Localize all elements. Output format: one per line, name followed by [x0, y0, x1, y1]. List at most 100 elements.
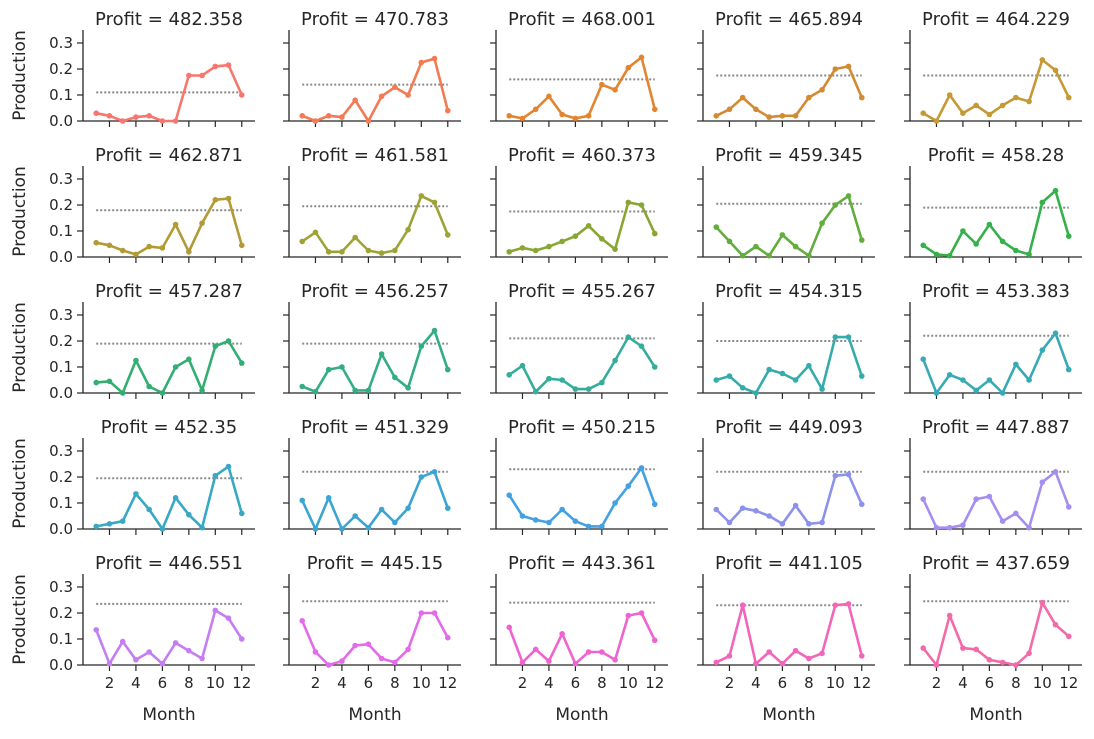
facet-panel-15: Profit = 453.383	[904, 281, 1082, 399]
x-tick-label: 8	[184, 674, 194, 692]
data-point	[133, 491, 139, 497]
data-point	[238, 92, 245, 98]
data-point	[612, 246, 618, 252]
data-point	[418, 610, 425, 616]
data-point	[946, 252, 953, 259]
facet-panel-7: Profit = 461.581	[283, 145, 461, 263]
data-point	[973, 496, 979, 502]
x-tick-label: 2	[518, 674, 528, 692]
data-point	[365, 524, 372, 531]
x-tick-label: 12	[1059, 674, 1078, 692]
series-line	[714, 65, 864, 119]
x-tick-label: 6	[364, 674, 374, 692]
data-point	[225, 338, 232, 344]
data-point	[946, 372, 953, 378]
data-point	[444, 107, 451, 114]
data-point	[651, 501, 658, 508]
data-point	[599, 523, 605, 530]
facet-panel-18: Profit = 450.215	[490, 417, 668, 535]
x-tick-label: 12	[438, 674, 457, 692]
data-point	[572, 386, 579, 392]
data-point	[651, 637, 658, 644]
facet-panel-21: Profit = 446.551 0.0 0.1 0.2 0.3 2 4 6 8 10 12 Prod…	[10, 553, 255, 725]
data-point	[238, 636, 245, 642]
x-tick-label: 2	[725, 674, 735, 692]
data-point	[779, 232, 786, 238]
x-axis-label: Month	[762, 705, 815, 725]
data-point	[973, 241, 979, 247]
data-point	[186, 511, 192, 518]
data-point	[93, 523, 100, 530]
data-point	[299, 383, 306, 390]
data-point	[532, 247, 539, 254]
data-point	[625, 334, 632, 340]
data-point	[378, 250, 385, 256]
facet-title: Profit = 441.105	[715, 553, 863, 574]
data-point	[106, 113, 113, 119]
data-point	[418, 343, 425, 350]
x-tick-label: 6	[985, 674, 995, 692]
data-point	[532, 646, 539, 653]
data-point	[212, 343, 219, 350]
facet-panel-20: Profit = 447.887	[904, 417, 1082, 535]
data-point	[378, 93, 385, 100]
data-point	[1039, 479, 1046, 486]
data-point	[572, 518, 579, 524]
facet-panel-5: Profit = 464.229	[904, 9, 1082, 127]
facet-panel-9: Profit = 459.345	[697, 145, 875, 263]
data-point	[238, 242, 245, 249]
facet-panel-13: Profit = 455.267	[490, 281, 668, 399]
data-point	[312, 118, 319, 124]
data-point	[766, 366, 772, 373]
y-tick-label: 0.3	[49, 170, 73, 188]
y-tick-label: 0.0	[49, 248, 73, 266]
data-point	[1026, 650, 1032, 657]
y-tick-label: 0.2	[49, 604, 73, 622]
data-point	[559, 631, 565, 637]
series-line	[507, 466, 657, 528]
data-point	[339, 658, 345, 664]
data-point	[431, 610, 438, 616]
data-point	[1013, 510, 1019, 517]
data-point	[186, 356, 192, 363]
data-point	[238, 510, 245, 517]
data-point	[106, 378, 113, 385]
data-point	[713, 377, 720, 383]
facet-panel-14: Profit = 454.315	[697, 281, 875, 399]
data-point	[325, 366, 332, 373]
x-tick-label: 8	[804, 674, 814, 692]
data-point	[599, 81, 605, 88]
data-point	[1052, 330, 1059, 337]
data-point	[819, 220, 825, 226]
x-tick-label: 6	[778, 674, 788, 692]
facet-title: Profit = 456.257	[301, 281, 449, 302]
series-line	[507, 611, 657, 666]
data-point	[713, 113, 720, 119]
data-point	[159, 660, 166, 667]
data-point	[532, 517, 539, 523]
data-point	[753, 660, 759, 667]
x-tick-label: 10	[826, 674, 845, 692]
data-point	[119, 518, 126, 524]
data-point	[726, 653, 733, 659]
data-point	[766, 114, 772, 120]
data-point	[920, 356, 927, 363]
data-point	[146, 383, 152, 390]
y-tick-label: 0.3	[49, 34, 73, 52]
series-line	[921, 189, 1071, 257]
facet-title: Profit = 458.28	[928, 145, 1064, 166]
data-point	[559, 506, 565, 513]
data-point	[506, 113, 513, 119]
data-point	[726, 238, 733, 245]
facet-title: Profit = 455.267	[508, 281, 656, 302]
data-point	[212, 607, 219, 614]
data-point	[392, 519, 398, 526]
series-line	[714, 602, 864, 666]
data-point	[832, 602, 839, 608]
data-point	[739, 505, 746, 512]
data-point	[753, 106, 759, 113]
data-point	[299, 113, 306, 119]
series-line	[94, 339, 244, 395]
data-point	[933, 524, 940, 531]
data-point	[418, 59, 425, 66]
